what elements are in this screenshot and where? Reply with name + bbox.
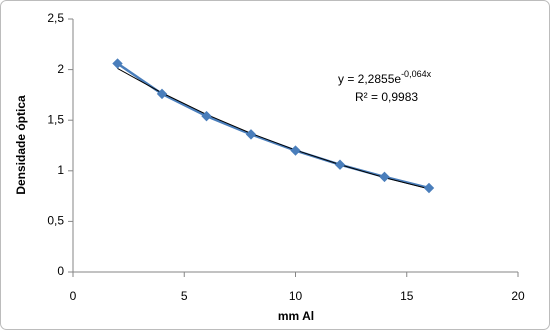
x-tick-label: 0 xyxy=(70,289,77,303)
equation-exponent: -0,064x xyxy=(401,69,432,79)
data-line xyxy=(116,62,430,190)
equation-base: y = 2,2855e xyxy=(338,72,401,86)
marker xyxy=(379,171,390,183)
trend-line xyxy=(117,68,430,190)
x-axis-label: mm Al xyxy=(278,309,314,323)
r-squared: R² = 0,9983 xyxy=(355,90,418,104)
y-tick-label: 0,5 xyxy=(47,214,64,228)
y-tick-label: 1,5 xyxy=(47,112,64,126)
marker xyxy=(156,88,168,100)
x-tick-label: 20 xyxy=(511,289,525,303)
trendline-equation: y = 2,2855e-0,064x xyxy=(338,69,432,86)
y-axis-label: Densidade óptica xyxy=(14,95,28,195)
x-tick-label: 5 xyxy=(181,289,188,303)
marker xyxy=(290,145,301,156)
x-tick-label: 15 xyxy=(400,289,414,303)
marker xyxy=(423,182,435,194)
marker xyxy=(112,58,123,69)
marker xyxy=(334,159,346,170)
marker xyxy=(201,110,212,122)
marker xyxy=(245,129,257,140)
x-tick-label: 10 xyxy=(289,289,303,303)
y-tick-label: 1 xyxy=(57,163,64,177)
y-tick-label: 2,5 xyxy=(47,11,64,25)
y-tick-label: 0 xyxy=(57,264,64,278)
y-tick-label: 2 xyxy=(57,62,64,76)
